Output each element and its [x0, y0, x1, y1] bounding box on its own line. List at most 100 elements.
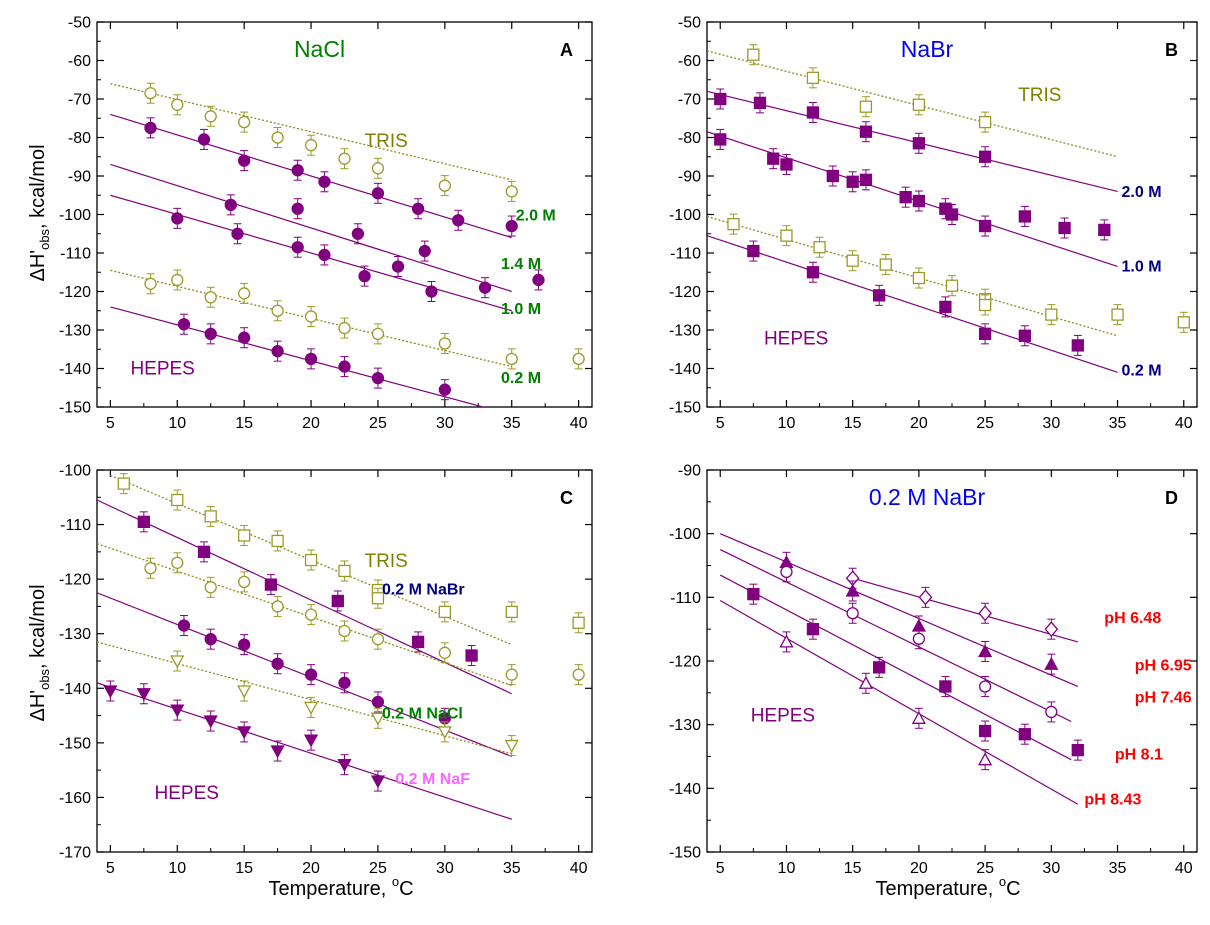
x-tick-label: 5	[716, 860, 725, 877]
series-0	[707, 44, 1118, 158]
y-tick-label: -110	[670, 246, 701, 263]
annotation-label: 1.4 M	[501, 256, 541, 273]
data-point	[572, 352, 585, 366]
data-point	[271, 304, 284, 317]
data-point	[846, 607, 859, 620]
y-tick-label: -110	[60, 517, 91, 534]
data-point	[912, 98, 926, 111]
x-tick-label: 10	[168, 860, 186, 877]
ylabel-bottom-sub: obs	[37, 668, 52, 689]
data-point	[879, 258, 892, 271]
data-point	[846, 175, 859, 188]
annotation-label: 0.2 M	[501, 370, 541, 387]
data-point	[505, 668, 518, 681]
y-tick-label: -110	[670, 590, 701, 607]
data-point	[978, 115, 992, 129]
data-point	[304, 139, 318, 152]
data-point	[899, 191, 912, 204]
data-point	[918, 589, 933, 606]
data-point	[271, 600, 284, 613]
y-tick-label: -130	[59, 626, 91, 643]
data-point	[271, 345, 284, 358]
series-0	[110, 473, 585, 646]
ylabel-bottom: ΔH'obs, kcal/mol	[27, 584, 52, 721]
data-point	[144, 121, 157, 135]
data-point	[945, 208, 959, 221]
data-point	[304, 310, 318, 323]
data-point	[437, 726, 452, 740]
fit-line	[719, 549, 1072, 723]
y-tick-label: -140	[669, 781, 701, 798]
x-tick-label: 10	[778, 415, 796, 432]
data-point	[978, 150, 992, 163]
series-4	[97, 641, 519, 757]
series-1	[707, 88, 1118, 192]
y-tick-label: -120	[669, 654, 701, 671]
y-tick-label: -70	[678, 92, 701, 109]
data-point	[136, 688, 151, 702]
data-point	[144, 277, 157, 290]
data-point	[391, 260, 405, 273]
data-point	[204, 581, 217, 594]
data-point	[411, 202, 425, 215]
series-3	[719, 574, 1084, 761]
data-point	[103, 685, 118, 699]
data-point	[912, 271, 926, 285]
x-tick-label: 35	[503, 415, 521, 432]
data-point	[371, 592, 385, 605]
data-point	[338, 676, 351, 689]
data-point	[1177, 316, 1190, 329]
data-point	[370, 712, 386, 726]
data-point	[204, 633, 217, 646]
data-point	[337, 759, 352, 773]
annotation-label: HEPES	[764, 329, 828, 350]
xlabel-left-deg: o	[392, 874, 399, 889]
x-tick-label: 30	[436, 415, 454, 432]
data-point	[171, 556, 184, 569]
y-tick-label: -130	[669, 323, 701, 340]
data-point	[978, 605, 992, 622]
panel-letter: D	[1165, 488, 1178, 508]
data-point	[978, 680, 992, 693]
data-point	[371, 695, 385, 709]
panel-b: 5 10 15 20 25 30 35 40 -150 -140 -130 -120 -110 -100 -…	[669, 15, 1198, 432]
data-point	[532, 273, 545, 287]
x-tick-label: 35	[1109, 860, 1127, 877]
annotation-label: 1.0 M	[1122, 258, 1162, 275]
data-point	[171, 273, 184, 287]
data-point	[425, 285, 438, 298]
data-point	[945, 279, 959, 292]
annotation-label: 0.2 M	[1122, 362, 1162, 379]
x-tick-label: 20	[910, 860, 928, 877]
xlabel-left: Temperature, oC	[268, 874, 413, 900]
x-tick-label: 40	[570, 860, 588, 877]
x-tick-label: 15	[844, 860, 862, 877]
data-point	[204, 110, 217, 123]
ylabel-top: ΔH'obs, kcal/mol	[27, 144, 52, 281]
annotation-label: pH 7.46	[1135, 689, 1192, 706]
data-point	[303, 701, 319, 715]
panel-title: 0.2 M NaBr	[869, 484, 986, 510]
series-2	[110, 163, 545, 293]
data-point	[806, 71, 820, 84]
data-point	[144, 562, 157, 575]
data-point	[806, 266, 820, 279]
data-point	[371, 162, 385, 175]
y-tick-label: -50	[678, 15, 701, 32]
data-point	[1045, 705, 1058, 719]
data-point	[780, 565, 793, 579]
fit-line	[719, 599, 1079, 805]
x-tick-label: 25	[369, 860, 387, 877]
y-tick-label: -50	[68, 15, 91, 32]
data-point	[1044, 656, 1059, 670]
data-point	[911, 710, 926, 724]
y-tick-label: -120	[59, 284, 91, 301]
fit-line	[97, 641, 512, 755]
plot-area	[110, 82, 585, 407]
data-point	[291, 202, 304, 215]
series-3	[110, 194, 512, 312]
x-tick-label: 35	[1109, 415, 1127, 432]
y-tick-label: -120	[59, 572, 91, 589]
annotation-label: TRIS	[1018, 85, 1061, 106]
